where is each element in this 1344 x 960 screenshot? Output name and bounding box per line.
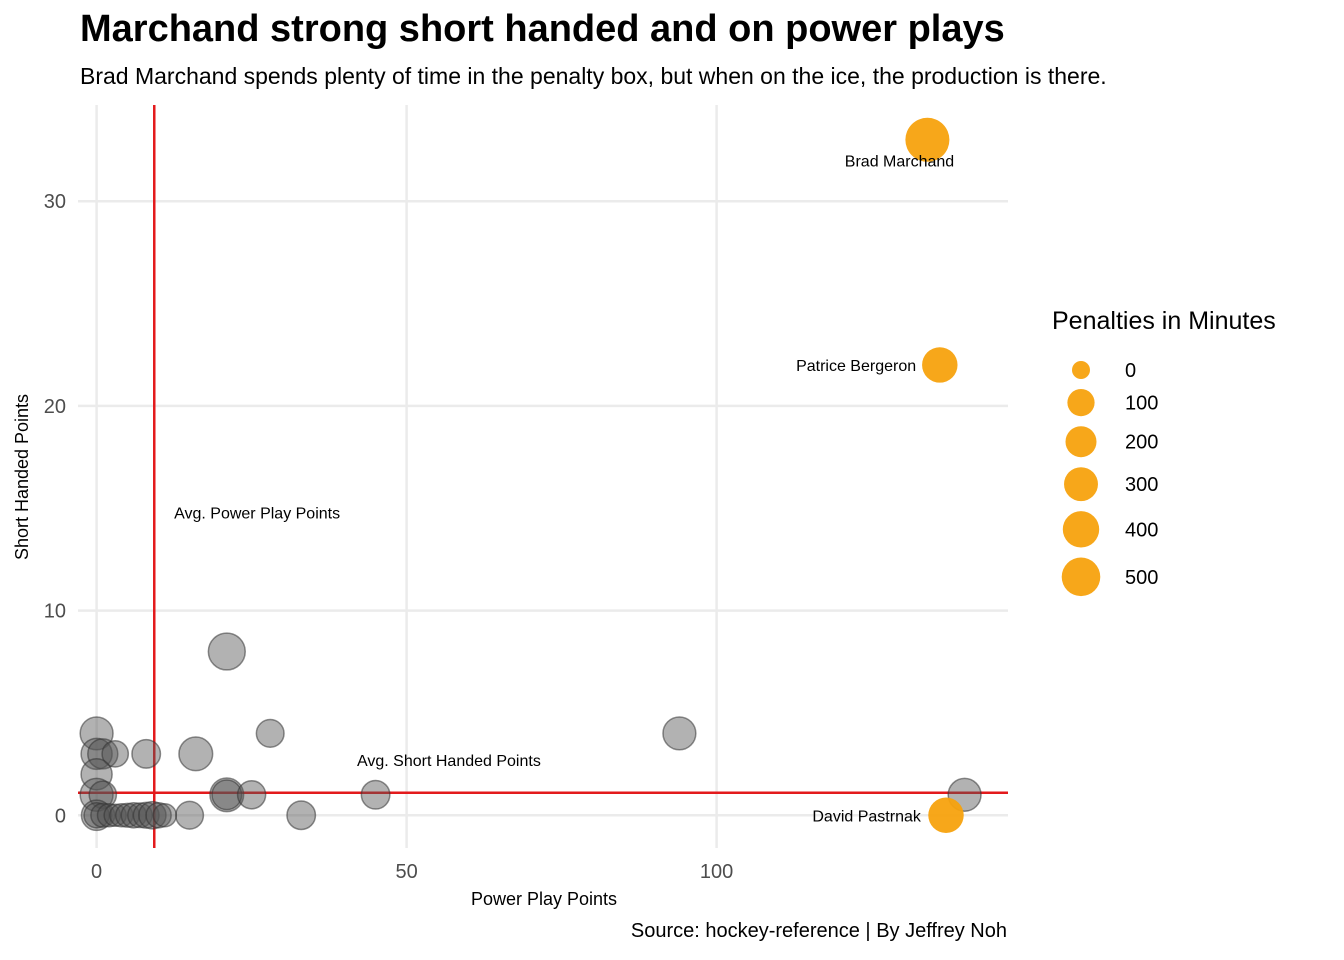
legend-key-circle xyxy=(1064,467,1098,502)
highlighted-point xyxy=(905,117,950,162)
legend-key-circle xyxy=(1062,511,1100,548)
legend-key-label: 100 xyxy=(1125,393,1158,415)
grid-layer xyxy=(78,105,1008,848)
data-point xyxy=(286,800,317,831)
x-axis-title: Power Play Points xyxy=(471,889,617,909)
y-tick-label: 0 xyxy=(55,805,66,827)
legend-key-label: 500 xyxy=(1125,567,1158,589)
x-tick-label: 100 xyxy=(700,861,733,883)
legend-key-circle xyxy=(1072,361,1090,379)
y-tick-label: 10 xyxy=(44,601,66,623)
legend-key-label: 0 xyxy=(1125,360,1136,382)
data-point xyxy=(126,802,154,829)
data-point xyxy=(145,801,172,829)
chart-title: Marchand strong short handed and on powe… xyxy=(80,8,1005,50)
data-point xyxy=(662,716,697,751)
data-point xyxy=(178,736,214,772)
legend: Penalties in Minutes 0 100 200 300 400 500 xyxy=(1052,307,1276,597)
data-point xyxy=(131,738,162,769)
chart-caption: Source: hockey-reference | By Jeffrey No… xyxy=(630,920,1007,942)
player-label: Patrice Bergeron xyxy=(796,358,916,375)
reference-lines xyxy=(78,105,1008,848)
highlighted-point xyxy=(922,347,958,383)
reference-line-label: Avg. Short Handed Points xyxy=(357,753,541,770)
legend-key-circle xyxy=(1065,426,1097,458)
data-point xyxy=(207,632,246,671)
x-tick-label: 0 xyxy=(91,861,102,883)
x-tick-label: 50 xyxy=(395,861,417,883)
data-point xyxy=(255,718,285,748)
points-layer xyxy=(79,117,982,833)
data-point xyxy=(138,800,167,830)
y-tick-label: 30 xyxy=(44,191,66,213)
player-label: Brad Marchand xyxy=(845,153,954,170)
player-label: David Pastrnak xyxy=(812,808,921,825)
highlighted-point xyxy=(928,797,964,833)
legend-key-circle xyxy=(1061,557,1101,597)
data-point xyxy=(90,802,116,828)
legend-key-label: 200 xyxy=(1125,432,1158,454)
data-point xyxy=(79,716,114,751)
data-point xyxy=(152,802,178,828)
legend-key-circle xyxy=(1067,389,1095,417)
data-point xyxy=(88,780,118,810)
chart-subtitle: Brad Marchand spends plenty of time in t… xyxy=(80,63,1107,89)
legend-title: Penalties in Minutes xyxy=(1052,307,1276,335)
data-point xyxy=(101,739,130,768)
data-point xyxy=(236,779,267,810)
legend-key-label: 400 xyxy=(1125,519,1158,541)
y-axis-title: Short Handed Points xyxy=(12,394,32,560)
axis-layer: Power Play Points Short Handed Points 0 5… xyxy=(12,191,733,909)
y-tick-label: 20 xyxy=(44,396,66,418)
data-point xyxy=(209,777,245,813)
data-point xyxy=(175,800,205,830)
data-point xyxy=(80,799,113,832)
legend-key-label: 300 xyxy=(1125,474,1158,496)
data-point xyxy=(360,779,391,810)
labels-layer: Brad Marchand Patrice Bergeron David Pastr… xyxy=(174,153,954,825)
data-point xyxy=(211,779,243,811)
data-point xyxy=(80,758,113,791)
reference-line-label: Avg. Power Play Points xyxy=(174,505,340,522)
